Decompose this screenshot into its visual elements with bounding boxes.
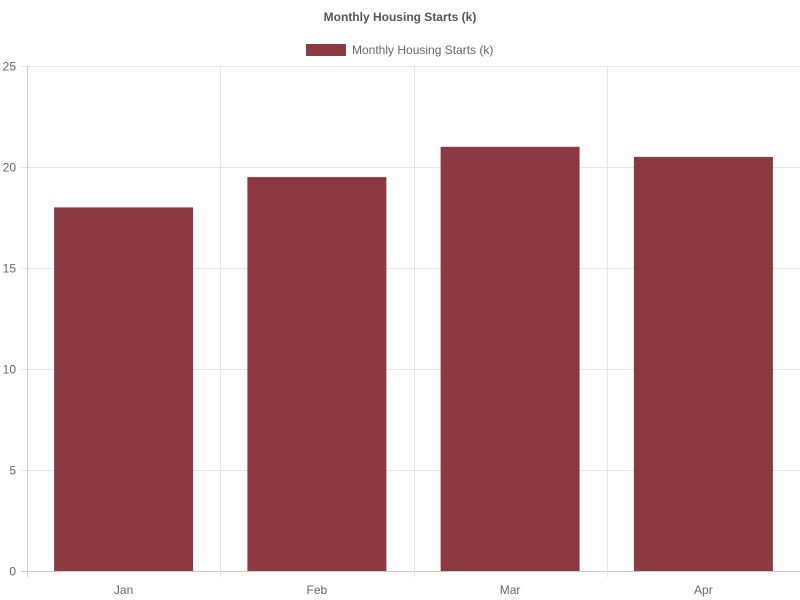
y-tick-label: 0 bbox=[9, 565, 16, 579]
x-tick-label: Jan bbox=[114, 583, 133, 597]
legend-swatch bbox=[306, 44, 346, 56]
y-tick-label: 20 bbox=[3, 161, 17, 175]
legend[interactable]: Monthly Housing Starts (k) bbox=[306, 43, 493, 57]
bar-apr[interactable] bbox=[633, 156, 773, 571]
x-tick-label: Mar bbox=[500, 583, 521, 597]
x-axis-ticks: Jan Feb Mar Apr bbox=[114, 583, 713, 597]
bars bbox=[54, 146, 773, 572]
y-tick-label: 5 bbox=[9, 464, 16, 478]
y-tick-label: 25 bbox=[3, 60, 17, 74]
y-tick-label: 10 bbox=[3, 363, 17, 377]
y-axis-ticks: 0 5 10 15 20 25 bbox=[3, 60, 17, 579]
legend-label: Monthly Housing Starts (k) bbox=[352, 43, 493, 57]
y-tick-label: 15 bbox=[3, 262, 17, 276]
bar-feb[interactable] bbox=[247, 177, 387, 571]
bar-mar[interactable] bbox=[440, 146, 580, 572]
x-tick-label: Feb bbox=[307, 583, 328, 597]
bar-jan[interactable] bbox=[54, 207, 194, 571]
chart-title: Monthly Housing Starts (k) bbox=[324, 10, 477, 24]
x-tick-label: Apr bbox=[694, 583, 713, 597]
